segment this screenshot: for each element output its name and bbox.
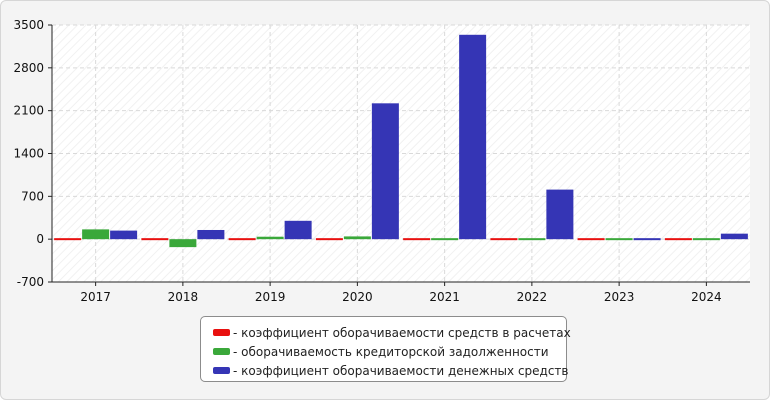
x-tick-label: 2019 (255, 290, 286, 304)
x-tick-label: 2018 (168, 290, 199, 304)
bar-2024-series-2 (692, 238, 720, 241)
bar-2023-series-2 (605, 238, 633, 241)
bar-2021-series-2 (431, 238, 459, 241)
axes (48, 24, 750, 286)
legend-label: - коэффициент оборачиваемости средств в … (233, 325, 571, 340)
bar-2021-series-3 (459, 34, 487, 240)
legend: - коэффициент оборачиваемости средств в … (200, 316, 571, 382)
bar-2019-series-3 (284, 220, 312, 240)
y-tick-labels: 3500 2800 2100 1400 700 0 -700 (13, 18, 44, 289)
x-tick-label: 2022 (517, 290, 548, 304)
bar-2020-series-3 (371, 103, 399, 240)
bar-2023-series-1 (577, 238, 605, 241)
x-tick-label: 2021 (429, 290, 460, 304)
y-tick-label: 1400 (13, 147, 44, 161)
bar-2021-series-1 (403, 238, 431, 241)
bar-2022-series-1 (490, 238, 518, 241)
legend-item-payables-turnover: - оборачиваемость кредиторской задолженн… (213, 342, 566, 361)
x-tick-label: 2023 (604, 290, 635, 304)
y-tick-label: 2100 (13, 104, 44, 118)
legend-swatch-blue (213, 367, 230, 374)
bar-2020-series-2 (343, 236, 371, 240)
legend-item-settlements-turnover: - коэффициент оборачиваемости средств в … (213, 323, 571, 342)
legend-item-cash-turnover: - коэффициент оборачиваемости денежных с… (213, 361, 569, 380)
bar-2024-series-1 (664, 238, 692, 241)
legend-swatch-green (213, 348, 230, 355)
bar-2017-series-1 (54, 238, 82, 241)
plot-area (52, 25, 750, 282)
legend-label: - коэффициент оборачиваемости денежных с… (233, 363, 569, 378)
bar-2022-series-3 (546, 189, 574, 240)
y-tick-label: 700 (21, 189, 44, 203)
bar-2022-series-2 (518, 238, 546, 241)
bar-2018-series-1 (141, 238, 169, 241)
x-tick-labels: 2017 2018 2019 2020 2021 2022 2023 2024 (80, 290, 721, 304)
bar-2019-series-1 (228, 238, 256, 241)
legend-label: - оборачиваемость кредиторской задолженн… (233, 344, 549, 359)
x-tick-label: 2017 (80, 290, 111, 304)
bar-2017-series-3 (110, 230, 138, 240)
bar-2020-series-1 (315, 238, 343, 241)
bar-2024-series-3 (720, 233, 748, 240)
legend-swatch-red (213, 329, 230, 336)
y-tick-label: -700 (17, 275, 44, 289)
bar-2019-series-2 (256, 236, 284, 240)
x-tick-label: 2020 (342, 290, 373, 304)
bars-group (54, 34, 748, 248)
bar-2018-series-3 (197, 229, 225, 240)
bar-2018-series-2 (169, 239, 197, 248)
y-tick-label: 2800 (13, 61, 44, 75)
y-tick-label: 3500 (13, 18, 44, 32)
bar-2023-series-3 (633, 238, 661, 241)
y-tick-label: 0 (36, 232, 44, 246)
bar-2017-series-2 (82, 229, 110, 240)
x-tick-label: 2024 (691, 290, 722, 304)
